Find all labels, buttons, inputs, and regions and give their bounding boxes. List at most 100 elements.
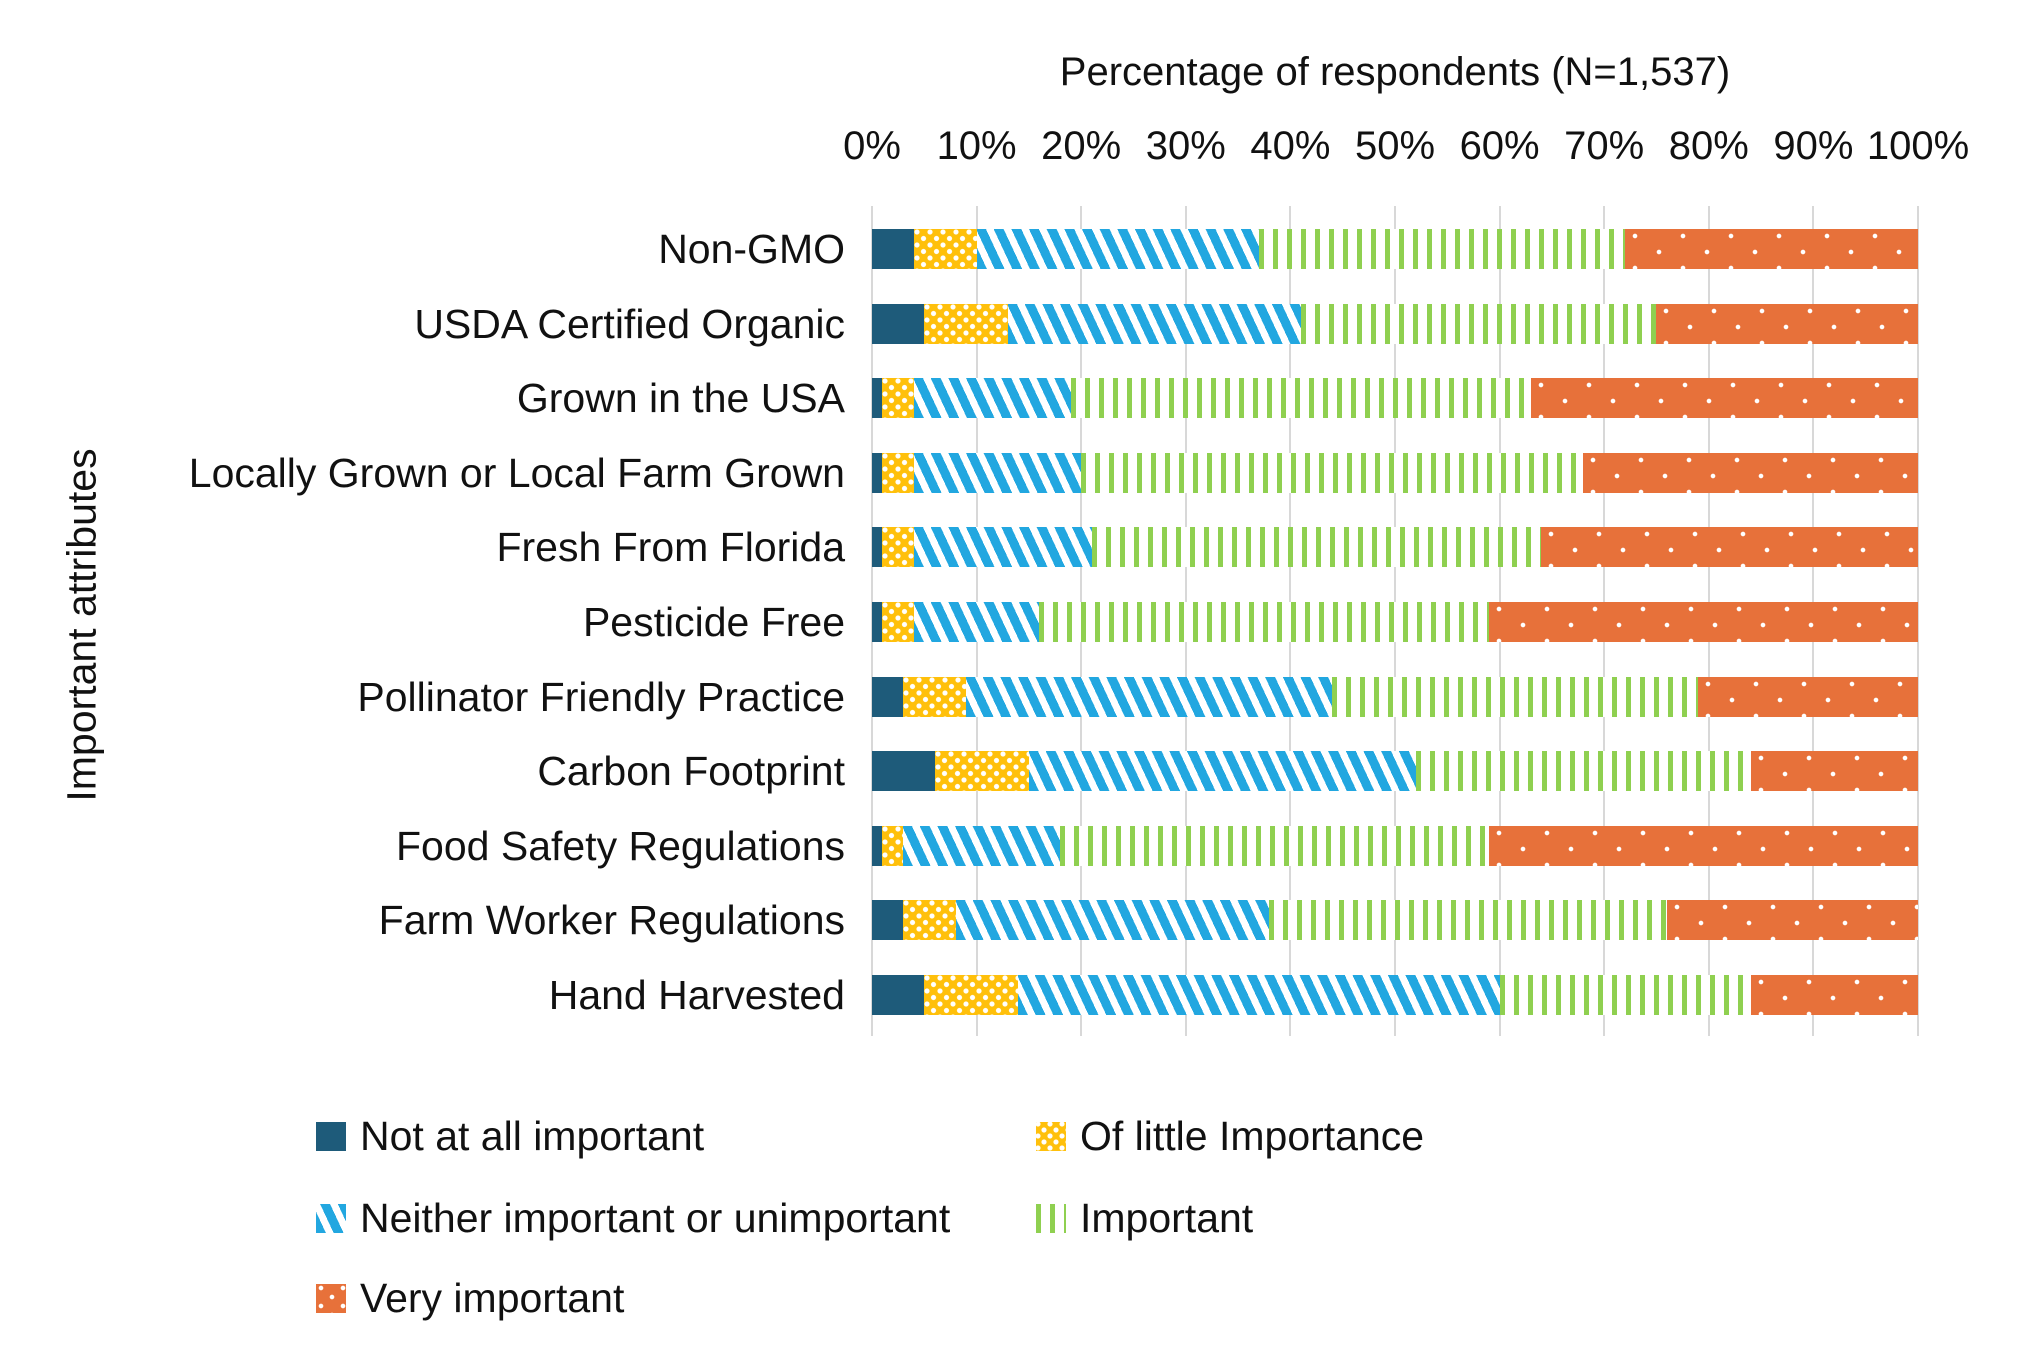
legend-label: Of little Importance <box>1080 1113 1425 1159</box>
gridline <box>1917 206 1919 1036</box>
bar-segment <box>882 378 914 419</box>
bar-segment <box>1489 602 1918 642</box>
bar-segment <box>1530 378 1918 419</box>
bar-segment <box>1028 751 1416 792</box>
bar-segment <box>882 527 914 568</box>
bar-segment <box>872 602 883 642</box>
x-axis-tick-label: 80% <box>1668 124 1749 168</box>
chart-title: Percentage of respondents (N=1,537) <box>1059 50 1731 94</box>
bar-row <box>872 825 1918 866</box>
bar-segment <box>955 900 1270 941</box>
bar-segment <box>913 602 1040 642</box>
bar-segment <box>1666 900 1918 941</box>
bar-segment <box>913 378 1071 419</box>
bar-segment <box>934 751 1029 792</box>
bar-segment <box>1656 303 1918 344</box>
bar-segment <box>913 527 1092 568</box>
bar-row <box>872 378 1918 419</box>
bar-row <box>872 900 1918 941</box>
bar-segment <box>882 602 914 642</box>
bar-segment <box>1489 825 1918 866</box>
bar-segment <box>872 900 904 941</box>
bar-row <box>872 676 1918 717</box>
category-label: USDA Certified Organic <box>414 300 845 347</box>
bar-segment <box>872 975 925 1015</box>
bar-row <box>872 527 1918 568</box>
category-labels: Non-GMO USDA Certified Organic Grown in th… <box>120 0 845 1354</box>
bar-segment <box>882 452 914 493</box>
bar-segment <box>924 975 1019 1015</box>
bar-row <box>872 303 1918 344</box>
bar-segment <box>1541 527 1918 568</box>
bar-segment <box>1332 676 1699 717</box>
x-axis-tick-label: 70% <box>1564 124 1645 168</box>
bar-segment <box>1750 975 1918 1015</box>
bar-segment <box>924 303 1008 344</box>
bar-segment <box>913 229 977 269</box>
bar-segment <box>1039 602 1490 642</box>
bar-segment <box>1625 229 1918 269</box>
x-axis-tick-label: 90% <box>1773 124 1854 168</box>
bar-segment <box>872 825 883 866</box>
bar-row <box>872 602 1918 642</box>
bar-segment <box>1698 676 1918 717</box>
category-label: Grown in the USA <box>516 375 845 422</box>
x-axis-tick-label: 10% <box>936 124 1017 168</box>
x-axis-tick-label: 60% <box>1459 124 1540 168</box>
bar-segment <box>903 825 1061 866</box>
bar-segment <box>1269 900 1667 941</box>
bar-segment <box>1300 303 1657 344</box>
category-label: Pesticide Free <box>582 599 845 645</box>
bar-segment <box>872 676 904 717</box>
bar-segment <box>966 676 1333 717</box>
bar-segment <box>1415 751 1751 792</box>
bar-segment <box>1018 975 1500 1015</box>
y-axis-title: Important attributes <box>58 448 105 802</box>
x-axis-tick-label: 30% <box>1145 124 1226 168</box>
category-label: Non-GMO <box>658 226 845 272</box>
category-label: Pollinator Friendly Practice <box>357 673 845 720</box>
category-label: Food Safety Regulations <box>396 822 845 869</box>
bar-segment <box>976 229 1259 269</box>
legend-item: Important <box>1036 1195 1253 1242</box>
bar-row <box>872 975 1918 1015</box>
bar-segment <box>1070 378 1531 419</box>
category-label: Locally Grown or Local Farm Grown <box>188 449 845 496</box>
legend-swatch-vertical-lines <box>1036 1204 1066 1233</box>
bar-segment <box>903 676 967 717</box>
bar-segment <box>1091 527 1542 568</box>
bar-segment <box>1081 452 1584 493</box>
bar-segment <box>872 303 925 344</box>
legend-label: Important <box>1080 1195 1254 1241</box>
bar-segment <box>913 452 1082 493</box>
bar-segment <box>872 452 883 493</box>
bar-segment <box>1750 751 1918 792</box>
x-axis-tick-label: 50% <box>1354 124 1436 168</box>
category-label: Farm Worker Regulations <box>378 897 845 944</box>
bar-segment <box>872 229 914 269</box>
x-axis-tick-label: 100% <box>1866 124 1970 168</box>
bar-segment <box>903 900 956 941</box>
plot-area <box>871 206 1919 1036</box>
bar-segment <box>872 527 883 568</box>
category-label: Carbon Footprint <box>537 748 845 795</box>
bar-segment <box>1258 229 1626 269</box>
x-axis-tick-label: 0% <box>843 124 901 168</box>
bar-segment <box>882 825 904 866</box>
legend-swatch-white-dots-dense <box>1036 1122 1066 1151</box>
bar-segment <box>1583 452 1918 493</box>
x-axis-tick-label: 40% <box>1250 124 1331 168</box>
bar-row <box>872 751 1918 792</box>
x-axis-ticks: 0% 10% 20% 30% 40% 50% 60% 70% 80% 90% 100% <box>0 122 2025 172</box>
bar-row <box>872 229 1918 269</box>
category-label: Fresh From Florida <box>496 524 845 571</box>
bar-segment <box>1499 975 1751 1015</box>
x-axis-tick-label: 20% <box>1041 124 1122 168</box>
legend-item: Of little Importance <box>1036 1113 1424 1160</box>
bar-segment <box>1060 825 1490 866</box>
bar-segment <box>872 378 883 419</box>
bar-segment <box>872 751 935 792</box>
bar-row <box>872 452 1918 493</box>
category-label: Hand Harvested <box>548 972 845 1018</box>
